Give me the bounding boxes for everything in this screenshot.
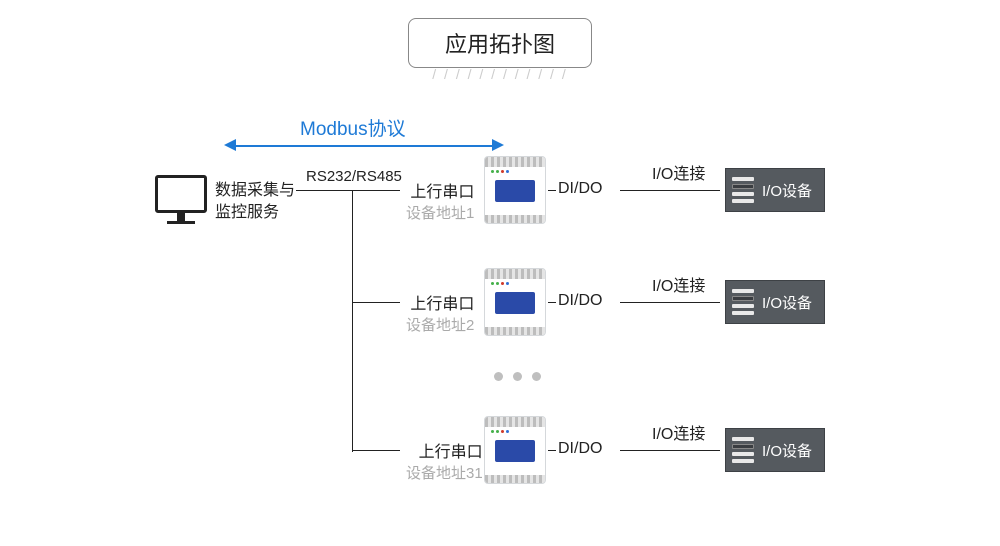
dido-label: DI/DO xyxy=(558,292,602,310)
uplink-port-label: 上行串口 xyxy=(406,178,474,202)
uplink-block: 上行串口设备地址2 xyxy=(406,290,474,335)
dido-label: DI/DO xyxy=(558,440,602,458)
branch-line xyxy=(352,190,400,191)
io-device-label: I/O设备 xyxy=(762,440,812,461)
ellipsis-dots xyxy=(494,372,541,381)
uplink-block: 上行串口设备地址31 xyxy=(406,438,483,483)
io-device-box: I/O设备 xyxy=(725,280,825,324)
bus-trunk-line xyxy=(352,190,353,452)
io-connection-label: I/O连接 xyxy=(652,160,705,184)
uplink-port-label: 上行串口 xyxy=(406,438,483,462)
rack-icon xyxy=(732,177,754,203)
rack-icon xyxy=(732,289,754,315)
io-device-label: I/O设备 xyxy=(762,292,812,313)
uplink-block: 上行串口设备地址1 xyxy=(406,178,474,223)
pc-label-line1: 数据采集与 xyxy=(215,182,295,199)
pc-to-trunk-line xyxy=(296,190,353,191)
io-device-box: I/O设备 xyxy=(725,428,825,472)
module-to-dido-line xyxy=(548,450,556,451)
io-connection-label: I/O连接 xyxy=(652,420,705,444)
uplink-port-label: 上行串口 xyxy=(406,290,474,314)
branch-line xyxy=(352,450,400,451)
title-underline: / / / / / / / / / / / / xyxy=(432,66,567,82)
device-address-label: 设备地址1 xyxy=(406,202,474,223)
diagram-title: 应用拓扑图 xyxy=(408,18,592,68)
dido-to-iobox-line xyxy=(620,302,720,303)
dido-to-iobox-line xyxy=(620,190,720,191)
io-device-label: I/O设备 xyxy=(762,180,812,201)
protocol-arrow-left xyxy=(224,139,236,151)
io-connection-label: I/O连接 xyxy=(652,272,705,296)
module-to-dido-line xyxy=(548,302,556,303)
dido-to-iobox-line xyxy=(620,450,720,451)
pc-monitor-icon xyxy=(155,175,207,224)
branch-line xyxy=(352,302,400,303)
io-module-icon xyxy=(484,268,546,336)
io-module-icon xyxy=(484,156,546,224)
device-address-label: 设备地址2 xyxy=(406,314,474,335)
protocol-arrow-line xyxy=(234,145,492,147)
protocol-arrow-right xyxy=(492,139,504,151)
protocol-label: Modbus协议 xyxy=(300,114,406,141)
device-address-label: 设备地址31 xyxy=(406,462,483,483)
dido-label: DI/DO xyxy=(558,180,602,198)
module-to-dido-line xyxy=(548,190,556,191)
rack-icon xyxy=(732,437,754,463)
pc-label-line2: 监控服务 xyxy=(215,204,279,221)
pc-label: 数据采集与 监控服务 xyxy=(215,180,295,223)
io-module-icon xyxy=(484,416,546,484)
bus-interface-label: RS232/RS485 xyxy=(306,168,402,185)
io-device-box: I/O设备 xyxy=(725,168,825,212)
